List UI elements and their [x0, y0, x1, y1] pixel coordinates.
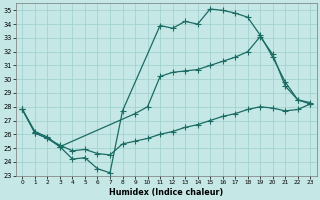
X-axis label: Humidex (Indice chaleur): Humidex (Indice chaleur) — [109, 188, 223, 197]
